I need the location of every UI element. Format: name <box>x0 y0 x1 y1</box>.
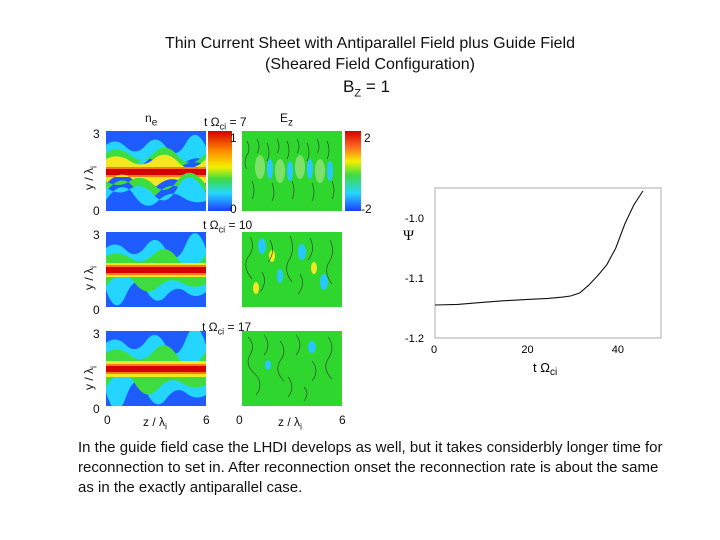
y-tick-top-1: 3 <box>93 127 100 141</box>
x-tick-label: 0 <box>431 344 437 356</box>
y-tick-label: -1.2 <box>405 333 424 345</box>
ez-colorbar <box>345 131 361 211</box>
y-axis-label-2: y / λi <box>82 265 99 290</box>
x-tick-label: 20 <box>521 344 533 356</box>
y-tick-top-2: 3 <box>93 228 100 242</box>
ne-colorbar-min: 0 <box>230 202 237 216</box>
ne-panel-1 <box>106 131 206 211</box>
ez-panel-2 <box>242 232 342 307</box>
time-label-2: t Ωci = 10 <box>203 218 253 235</box>
y-axis-label-1: y / λi <box>82 165 99 190</box>
ne-panel-2 <box>106 232 206 307</box>
slide-subtitle: (Sheared Field Configuration) <box>265 56 475 73</box>
ne-header: ne <box>145 111 158 129</box>
y-tick-bottom-3: 0 <box>93 402 100 416</box>
x-tick-right-6: 6 <box>339 413 346 427</box>
chart-series-line <box>434 190 644 306</box>
x-axis-label-right: z / λi <box>278 415 303 432</box>
y-tick-bottom-1: 0 <box>93 204 100 218</box>
x-tick-right-0: 0 <box>236 413 243 427</box>
bz-subscript: Z <box>354 87 362 100</box>
ne-colorbar <box>208 131 232 211</box>
ez-panel-1 <box>242 131 342 211</box>
ez-colorbar-min: -2 <box>361 202 372 216</box>
x-tick-left-0: 0 <box>104 413 111 427</box>
bz-value: = 1 <box>365 77 390 96</box>
ne-colorbar-max: 1 <box>230 131 237 145</box>
ez-panel-3 <box>242 331 342 406</box>
psi-chart: Ψ -1.0 -1.1 -1.2 0 20 40 t Ωci <box>403 187 662 378</box>
y-tick-label: -1.0 <box>405 213 424 225</box>
chart-xlabel: t Ωci <box>533 360 557 378</box>
bz-symbol: B <box>343 77 355 96</box>
bz-label: BZ = 1 <box>343 77 390 99</box>
ez-colorbar-max: 2 <box>364 131 371 145</box>
x-tick-label: 40 <box>612 344 624 356</box>
y-tick-top-3: 3 <box>93 327 100 341</box>
time-label-3: t Ωci = 17 <box>202 320 252 337</box>
x-axis-label-left: z / λi <box>143 415 168 432</box>
ne-panel-3 <box>106 331 206 406</box>
x-tick-left-6: 6 <box>203 413 210 427</box>
ez-header: Ez <box>280 111 294 129</box>
slide-title: Thin Current Sheet with Antiparallel Fie… <box>165 35 575 52</box>
y-tick-bottom-2: 0 <box>93 303 100 317</box>
chart-ylabel: Ψ <box>403 228 415 244</box>
y-tick-label: -1.1 <box>405 273 424 285</box>
chart-frame <box>434 187 662 339</box>
caption: In the guide field case the LHDI develop… <box>78 439 663 496</box>
y-axis-label-3: y / λi <box>82 365 99 390</box>
time-label-1: t Ωci = 7 <box>204 115 247 132</box>
